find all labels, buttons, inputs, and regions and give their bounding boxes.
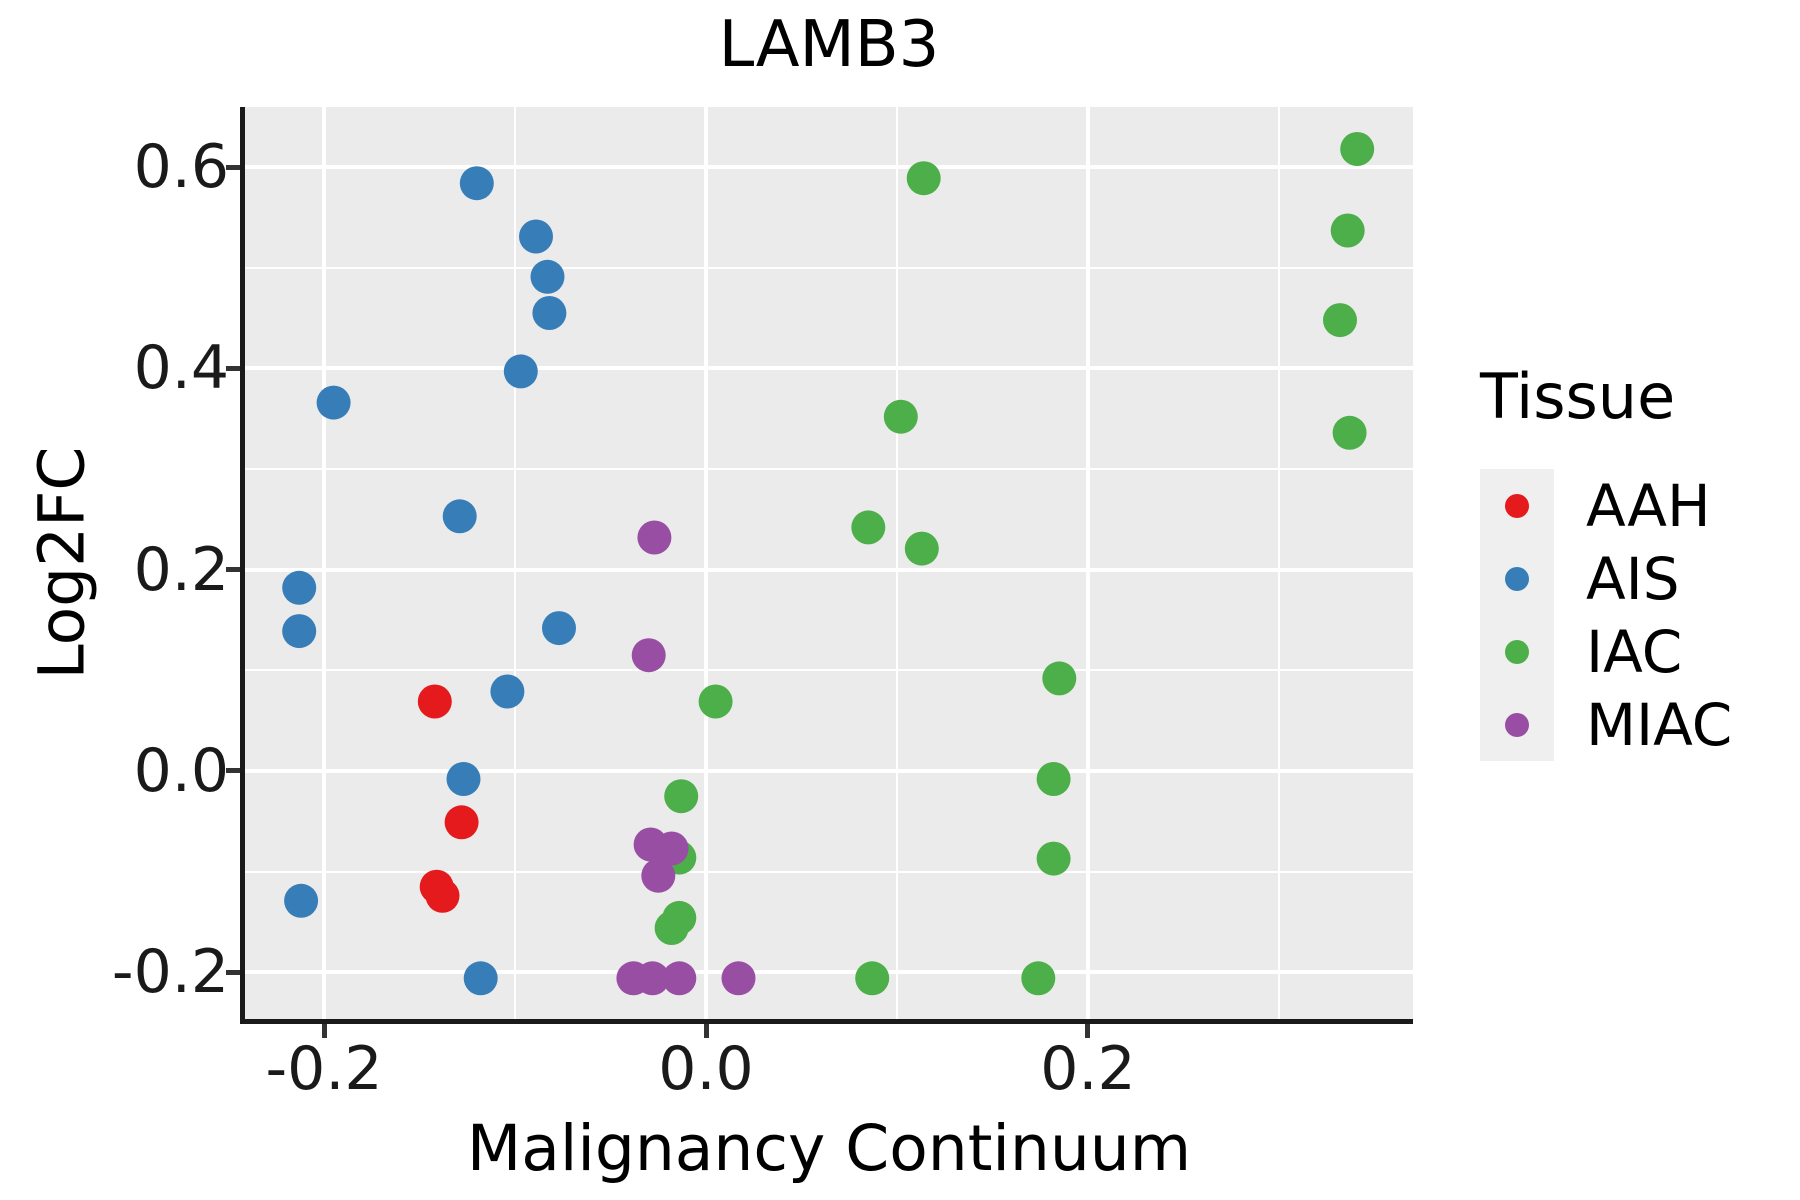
data-point-miac: [635, 961, 670, 996]
gridline-major: [245, 567, 1413, 572]
gridline-minor: [1277, 107, 1280, 1019]
data-point-aah: [444, 805, 479, 840]
legend-label-iac: IAC: [1586, 617, 1683, 686]
data-point-ais: [542, 611, 576, 646]
y-tick-label: 0.4: [133, 333, 229, 404]
legend-label-miac: MIAC: [1586, 690, 1733, 759]
y-axis-tick: [226, 567, 240, 573]
legend-marker-iac: [1505, 639, 1529, 664]
x-axis-tick: [1085, 1024, 1091, 1038]
data-point-ais: [490, 674, 525, 709]
data-point-miac: [637, 520, 672, 555]
gridline-minor: [514, 107, 517, 1019]
data-point-ais: [282, 614, 317, 649]
data-point-ais: [519, 219, 553, 254]
data-point-iac: [1021, 961, 1056, 996]
legend-key-box: [1480, 615, 1554, 688]
data-point-iac: [1330, 213, 1365, 248]
gridline-minor: [245, 870, 1413, 873]
gridline-major: [322, 107, 327, 1019]
legend-title: Tissue: [1480, 360, 1676, 433]
legend-item-aah: AAH: [1480, 469, 1732, 542]
gridline-major: [1085, 107, 1090, 1019]
legend: Tissue AAH AIS IAC MIAC: [1480, 360, 1732, 761]
y-axis-tick: [226, 164, 240, 170]
data-point-aah: [417, 684, 452, 719]
y-tick-label: 0.6: [133, 132, 229, 203]
plot-title: LAMB3: [718, 8, 940, 82]
x-tick-label: 0.0: [658, 1034, 754, 1104]
gridline-major: [704, 107, 708, 1019]
y-axis-tick: [226, 768, 240, 774]
data-point-iac: [1036, 841, 1071, 876]
data-point-iac: [1323, 303, 1357, 338]
data-point-ais: [459, 166, 494, 201]
legend-key-box: [1480, 542, 1554, 615]
x-axis-tick: [321, 1024, 327, 1038]
gridline-major: [245, 970, 1413, 975]
data-point-ais: [463, 961, 498, 996]
data-point-iac: [906, 161, 941, 196]
scatter-points-layer: [282, 132, 1375, 996]
data-point-iac: [904, 531, 939, 566]
data-point-ais: [282, 570, 317, 605]
data-point-iac: [1332, 415, 1367, 450]
gridline-minor: [895, 107, 898, 1019]
legend-item-miac: MIAC: [1480, 688, 1732, 761]
y-axis-line: [240, 107, 245, 1024]
legend-marker-aah: [1505, 493, 1529, 518]
legend-item-iac: IAC: [1480, 615, 1732, 688]
y-tick-label: 0.2: [133, 534, 229, 605]
data-point-ais: [503, 354, 538, 389]
data-point-ais: [442, 499, 477, 534]
data-point-ais: [446, 762, 481, 796]
y-axis-title: Log2FC: [25, 446, 99, 680]
data-point-iac: [855, 961, 890, 996]
x-axis-title: Malignancy Continuum: [466, 1112, 1192, 1185]
legend-marker-miac: [1505, 712, 1529, 737]
data-point-iac: [1036, 762, 1071, 796]
legend-marker-ais: [1505, 566, 1529, 591]
data-point-ais: [284, 883, 319, 918]
x-axis-line: [240, 1019, 1413, 1024]
data-point-miac: [721, 961, 756, 996]
legend-item-ais: AIS: [1480, 542, 1732, 615]
data-point-iac: [654, 911, 689, 945]
data-point-aah: [425, 878, 460, 913]
data-point-ais: [532, 296, 567, 330]
plot-panel: [245, 107, 1413, 1019]
legend-label-ais: AIS: [1586, 544, 1680, 613]
data-point-iac: [883, 399, 918, 434]
y-tick-label: 0.0: [133, 735, 229, 806]
gridline-minor: [245, 669, 1413, 672]
data-point-iac: [1340, 132, 1375, 166]
data-point-iac: [664, 779, 699, 814]
gridline-minor: [245, 468, 1413, 471]
gridline-major: [245, 768, 1413, 773]
gridline-major: [245, 165, 1413, 170]
y-tick-label: -0.2: [111, 937, 229, 1008]
data-point-miac: [654, 831, 689, 866]
legend-key-box: [1480, 469, 1554, 542]
data-point-iac: [698, 684, 733, 719]
data-point-iac: [1042, 661, 1077, 696]
data-point-miac: [631, 638, 666, 673]
data-point-iac: [851, 510, 886, 545]
data-point-miac: [662, 961, 697, 996]
gridline-minor: [245, 266, 1413, 269]
x-tick-label: 0.2: [1040, 1034, 1136, 1104]
data-point-ais: [530, 259, 565, 294]
data-point-miac: [641, 858, 676, 893]
y-axis-tick: [226, 969, 240, 975]
legend-label-aah: AAH: [1586, 471, 1711, 540]
x-axis-tick: [703, 1024, 709, 1038]
x-tick-label: -0.2: [265, 1034, 383, 1104]
gridline-major: [245, 366, 1413, 371]
data-point-ais: [316, 385, 351, 420]
y-axis-tick: [226, 365, 240, 371]
legend-key-box: [1480, 688, 1554, 761]
